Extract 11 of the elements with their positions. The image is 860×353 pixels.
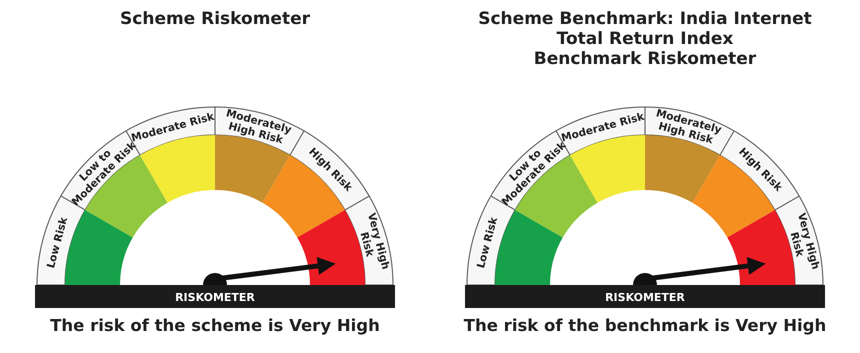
text: RISKOMETER [175, 291, 256, 304]
chart-title: Scheme Benchmark: India Internet Total Return Index [478, 9, 812, 49]
text: The risk of the benchmark is Very High [464, 316, 826, 335]
text: The risk of the scheme is Very High [50, 316, 380, 335]
slice-label: Very High Risk [358, 212, 392, 271]
text: RISKOMETER [605, 291, 686, 304]
slice-label: Low Risk [475, 215, 500, 270]
slice-label: Very High Risk [788, 212, 822, 271]
chart-title: Scheme Riskometer [120, 9, 311, 29]
slice-label: Low Risk [45, 215, 70, 270]
chart-subtitle: Benchmark Riskometer [534, 49, 757, 69]
